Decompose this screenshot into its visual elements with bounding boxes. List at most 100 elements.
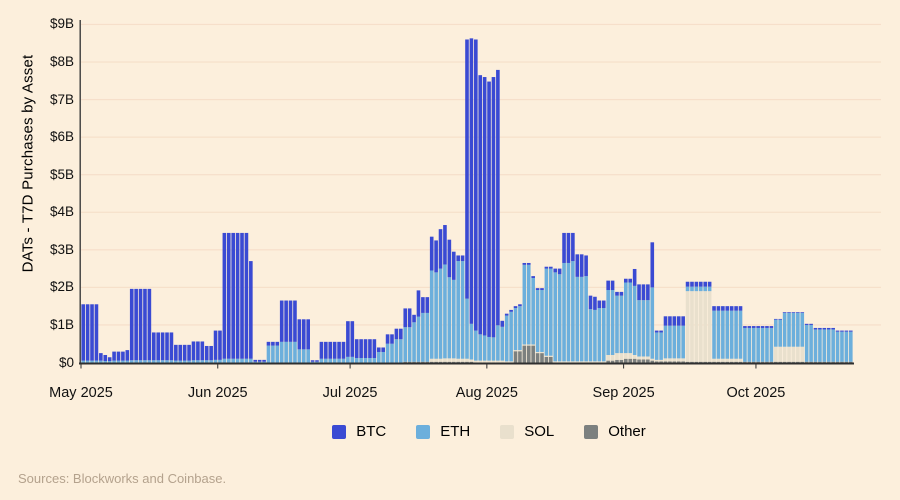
bar-segment-BTC [284,300,288,342]
bar-segment-BTC [310,360,315,362]
x-axis-spine [79,362,854,365]
bar-segment-Other [434,361,438,363]
bar-segment-BTC [368,339,372,358]
bar-segment-ETH [253,361,258,363]
bar-segment-ETH [491,337,496,361]
bar-segment-ETH [818,329,822,362]
bar-segment-ETH [425,312,430,362]
bar-segment-Other [606,360,610,363]
bar-segment-ETH [460,261,465,359]
bar-segment-Other [628,358,633,363]
bar-segment-BTC [773,318,778,320]
bar-segment-Other [513,351,518,363]
bar-segment-Other [615,359,619,363]
bar-segment-ETH [421,312,425,362]
bar-segment-ETH [451,279,456,359]
bar-segment-BTC [593,296,597,310]
bar-segment-ETH [412,322,416,362]
bar-segment-Other [840,361,844,363]
bar-segment-ETH [204,360,209,363]
bar-segment-ETH [654,332,659,360]
bar-segment-SOL [535,351,540,354]
bar-segment-SOL [641,356,646,360]
bar-segment-BTC [597,300,602,309]
bar-segment-ETH [504,315,509,362]
bar-segment-BTC [134,288,138,361]
bar-segment-ETH [531,277,535,345]
legend-label: Other [608,423,646,440]
bar-segment-Other [676,361,681,363]
bar-segment-SOL [778,346,783,362]
bar-segment-ETH [513,308,518,351]
bar-segment-BTC [151,332,156,361]
bar-segment-ETH [619,295,624,354]
legend-item-eth: ETH [416,423,470,440]
bar-segment-Other [443,361,447,363]
legend-label: BTC [356,423,387,440]
bar-segment-BTC [557,268,562,275]
bar-segment-ETH [129,360,134,363]
y-tick-label: $0 [58,354,74,370]
bar-segment-ETH [337,358,341,363]
bar-segment-SOL [579,361,584,363]
bar-segment-Other [844,361,849,363]
bar-segment-BTC [690,281,694,287]
bar-segment-ETH [540,290,544,352]
bar-segment-Other [531,345,535,363]
bar-segment-ETH [482,335,487,361]
bar-segment-SOL [606,354,610,361]
x-tick-label: Jun 2025 [187,385,248,401]
bar-segment-BTC [354,339,359,358]
bar-segment-BTC [734,306,738,311]
bar-segment-ETH [249,358,253,363]
bar-segment-Other [725,361,730,363]
bar-segment-ETH [147,360,152,363]
bar-segment-ETH [169,360,174,363]
bar-segment-ETH [831,329,835,362]
bar-segment-BTC [619,291,624,296]
bar-segment-SOL [443,358,447,362]
bar-segment-ETH [363,357,368,363]
bar-segment-BTC [297,319,302,350]
bar-segment-BTC [257,359,262,362]
bar-segment-BTC [253,359,258,362]
bar-segment-BTC [346,321,350,357]
bar-segment-ETH [240,358,244,363]
bar-segment-BTC [407,308,412,328]
bar-segment-ETH [182,360,187,363]
bar-segment-SOL [482,360,487,363]
bar-segment-ETH [465,298,469,359]
bar-segment-BTC [85,304,90,361]
y-tick-label: $5B [49,166,74,182]
bar-segment-ETH [284,341,288,363]
bar-segment-ETH [694,286,699,292]
x-tick-label: May 2025 [49,385,113,401]
bar-segment-Other [800,361,805,363]
bar-segment-ETH [165,360,169,363]
bar-segment-BTC [826,327,831,330]
bar-segment-BTC [266,341,271,346]
bar-segment-ETH [213,359,218,363]
bar-segment-ETH [526,264,531,345]
bar-segment-ETH [116,360,121,363]
bar-segment-BTC [553,268,558,273]
bar-segment-BTC [699,281,703,287]
bar-segment-ETH [782,312,787,347]
bar-segment-BTC [848,330,853,332]
bar-segment-BTC [209,345,213,361]
bar-segment-Other [465,361,469,363]
bar-segment-ETH [593,309,597,362]
bar-segment-SOL [676,358,681,362]
bar-segment-ETH [509,311,513,362]
bar-segment-SOL [654,359,659,362]
bar-segment-ETH [703,286,708,292]
bar-segment-Other [610,360,615,363]
bar-segment-ETH [293,341,297,363]
bar-segment-BTC [235,232,240,359]
bar-segment-BTC [240,232,244,359]
bar-segment-BTC [738,306,743,311]
bar-segment-Other [699,361,703,363]
bar-segment-BTC [99,353,103,361]
bar-segment-SOL [707,291,712,362]
